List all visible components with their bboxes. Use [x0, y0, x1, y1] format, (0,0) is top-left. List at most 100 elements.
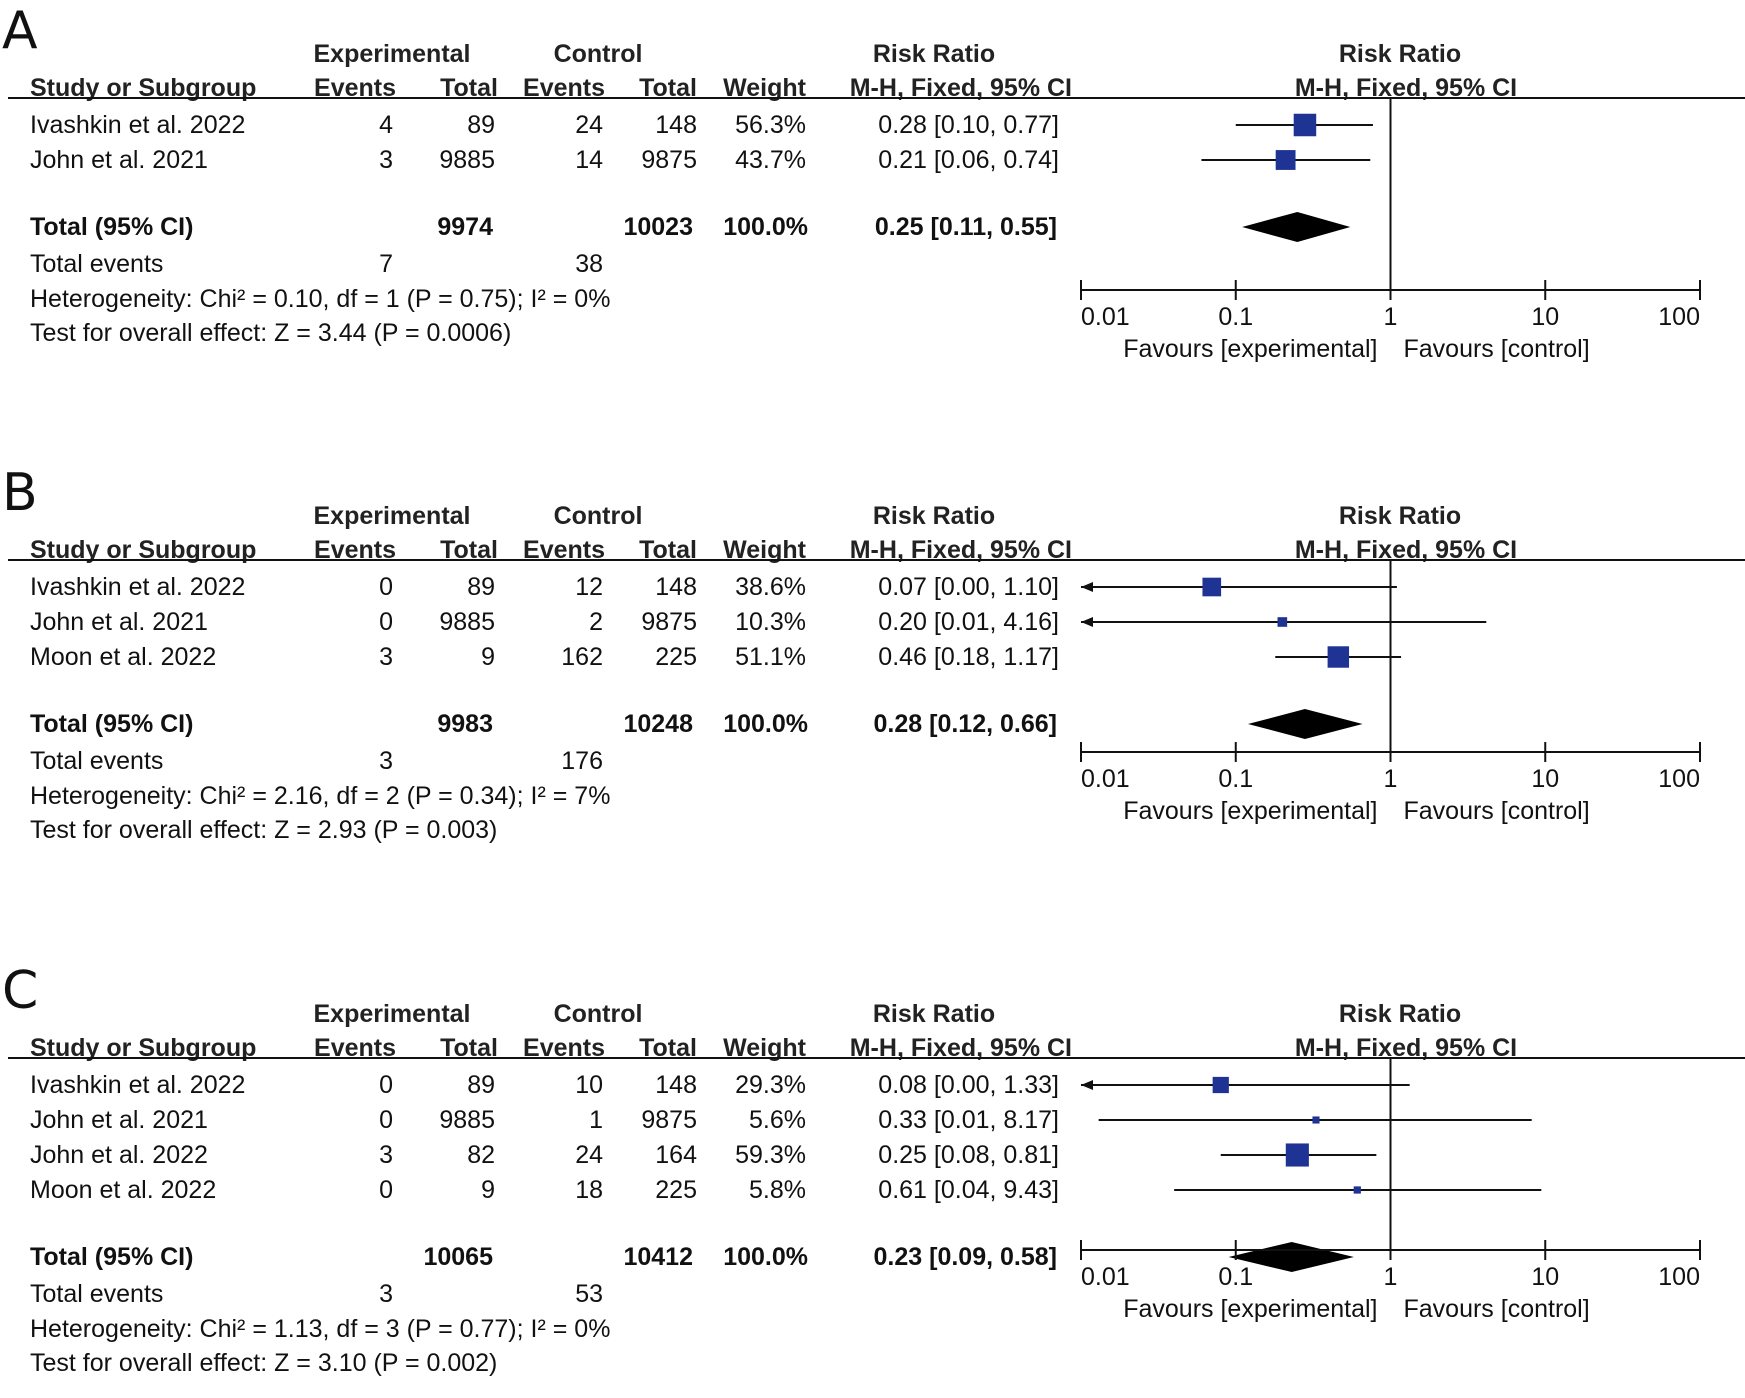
- x-axis-tick-label: 0.01: [1081, 765, 1130, 793]
- total-weight: 100.0%: [723, 1243, 808, 1271]
- ctrl-total: 225: [655, 643, 697, 671]
- panel-letter: B: [2, 463, 38, 523]
- exp-total: 89: [467, 111, 495, 139]
- heterogeneity-text: Heterogeneity: Chi² = 1.13, df = 3 (P = …: [30, 1315, 610, 1343]
- study-name: John et al. 2021: [30, 608, 208, 636]
- x-axis-tick-label: 0.1: [1218, 765, 1253, 793]
- header-risk-ratio-plot: Risk Ratio: [1339, 1000, 1461, 1028]
- exp-events: 4: [379, 111, 393, 139]
- total-events-exp: 3: [379, 747, 393, 775]
- exp-total: 9885: [439, 146, 495, 174]
- exp-total: 89: [467, 1071, 495, 1099]
- total-ci-text: 0.28 [0.12, 0.66]: [874, 710, 1057, 738]
- total-events-ctrl: 53: [575, 1280, 603, 1308]
- heterogeneity-text: Heterogeneity: Chi² = 0.10, df = 1 (P = …: [30, 285, 610, 313]
- total-ctrl-total: 10023: [623, 213, 693, 241]
- favours-experimental-label: Favours [experimental]: [1123, 797, 1377, 825]
- ctrl-total: 225: [655, 1176, 697, 1204]
- study-ci-text: 0.25 [0.08, 0.81]: [878, 1141, 1059, 1169]
- study-weight: 43.7%: [735, 146, 806, 174]
- study-ci-text: 0.21 [0.06, 0.74]: [878, 146, 1059, 174]
- ctrl-events: 24: [575, 1141, 603, 1169]
- ctrl-total: 9875: [641, 146, 697, 174]
- total-events-exp: 3: [379, 1280, 393, 1308]
- favours-control-label: Favours [control]: [1404, 797, 1590, 825]
- study-weight: 5.6%: [749, 1106, 806, 1134]
- study-weight: 59.3%: [735, 1141, 806, 1169]
- favours-experimental-label: Favours [experimental]: [1123, 1295, 1377, 1323]
- ctrl-events: 12: [575, 573, 603, 601]
- ctrl-total: 9875: [641, 1106, 697, 1134]
- exp-events: 3: [379, 1141, 393, 1169]
- study-weight: 10.3%: [735, 608, 806, 636]
- study-effect-square: [1202, 577, 1222, 597]
- favours-experimental-label: Favours [experimental]: [1123, 335, 1377, 363]
- study-name: Moon et al. 2022: [30, 643, 216, 671]
- study-row: John et al. 2021 0 9885 1 9875 5.6% 0.33 [0.01…: [30, 1106, 1532, 1134]
- x-axis-tick-label: 1: [1384, 765, 1398, 793]
- exp-events: 3: [379, 146, 393, 174]
- exp-events: 0: [379, 1106, 393, 1134]
- exp-total: 9: [481, 643, 495, 671]
- study-row: Moon et al. 2022 3 9 162 225 51.1% 0.46 [0.18,…: [30, 643, 1402, 671]
- pooled-effect-diamond: [1248, 709, 1363, 739]
- overall-effect-text: Test for overall effect: Z = 3.10 (P = 0…: [30, 1349, 497, 1377]
- exp-total: 82: [467, 1141, 495, 1169]
- ctrl-total: 148: [655, 573, 697, 601]
- ctrl-events: 1: [589, 1106, 603, 1134]
- total-ci-text: 0.23 [0.09, 0.58]: [874, 1243, 1057, 1271]
- header-experimental: Experimental: [313, 40, 470, 68]
- ci-arrow-left: [1081, 1080, 1093, 1090]
- x-axis: 0.01 0.1 1 10 100 Favours [experimental] Favou…: [1080, 742, 1701, 825]
- total-row: Total (95% CI) 9974 10023 100.0% 0.25 [0.11,…: [30, 212, 1351, 242]
- study-row: John et al. 2021 3 9885 14 9875 43.7% 0.21 [0.…: [30, 146, 1371, 174]
- favours-control-label: Favours [control]: [1404, 335, 1590, 363]
- study-ci-text: 0.07 [0.00, 1.10]: [878, 573, 1059, 601]
- x-axis-tick-label: 10: [1531, 1263, 1559, 1291]
- study-ci-text: 0.61 [0.04, 9.43]: [878, 1176, 1059, 1204]
- total-label: Total (95% CI): [30, 1243, 193, 1271]
- study-weight: 51.1%: [735, 643, 806, 671]
- ctrl-total: 148: [655, 1071, 697, 1099]
- total-row: Total (95% CI) 10065 10412 100.0% 0.23 [0.09…: [30, 1242, 1354, 1272]
- total-weight: 100.0%: [723, 213, 808, 241]
- study-ci-text: 0.33 [0.01, 8.17]: [878, 1106, 1059, 1134]
- study-row: John et al. 2022 3 82 24 164 59.3% 0.25 [0.08,…: [30, 1141, 1377, 1169]
- header-risk-ratio: Risk Ratio: [873, 1000, 995, 1028]
- study-row: Moon et al. 2022 0 9 18 225 5.8% 0.61 [0.04, 9…: [30, 1176, 1542, 1204]
- panel-letter: A: [2, 1, 38, 61]
- exp-events: 0: [379, 573, 393, 601]
- total-weight: 100.0%: [723, 710, 808, 738]
- exp-events: 0: [379, 1071, 393, 1099]
- ci-arrow-left: [1081, 582, 1093, 592]
- study-effect-square: [1353, 1186, 1361, 1194]
- x-axis: 0.01 0.1 1 10 100 Favours [experimental] Favou…: [1080, 280, 1701, 363]
- study-weight: 38.6%: [735, 573, 806, 601]
- x-axis-tick-label: 100: [1658, 1263, 1700, 1291]
- x-axis-tick-label: 100: [1658, 303, 1700, 331]
- x-axis-tick-label: 10: [1531, 303, 1559, 331]
- ctrl-total: 9875: [641, 608, 697, 636]
- total-events-row: Total events 3 176: [30, 747, 603, 775]
- overall-effect-text: Test for overall effect: Z = 3.44 (P = 0…: [30, 319, 511, 347]
- study-weight: 56.3%: [735, 111, 806, 139]
- ctrl-events: 18: [575, 1176, 603, 1204]
- study-name: Ivashkin et al. 2022: [30, 1071, 245, 1099]
- total-events-exp: 7: [379, 250, 393, 278]
- study-effect-square: [1312, 1116, 1320, 1124]
- x-axis-tick-label: 100: [1658, 765, 1700, 793]
- x-axis-tick-label: 1: [1384, 303, 1398, 331]
- total-events-label: Total events: [30, 1280, 163, 1308]
- ctrl-events: 14: [575, 146, 603, 174]
- study-name: John et al. 2021: [30, 146, 208, 174]
- panel-letter: C: [2, 961, 38, 1021]
- exp-events: 0: [379, 1176, 393, 1204]
- study-effect-square: [1285, 1143, 1309, 1167]
- study-name: John et al. 2022: [30, 1141, 208, 1169]
- header-experimental: Experimental: [313, 1000, 470, 1028]
- heterogeneity-text: Heterogeneity: Chi² = 2.16, df = 2 (P = …: [30, 782, 610, 810]
- study-ci-text: 0.20 [0.01, 4.16]: [878, 608, 1059, 636]
- total-events-ctrl: 38: [575, 250, 603, 278]
- exp-total: 9885: [439, 1106, 495, 1134]
- study-effect-square: [1277, 617, 1288, 627]
